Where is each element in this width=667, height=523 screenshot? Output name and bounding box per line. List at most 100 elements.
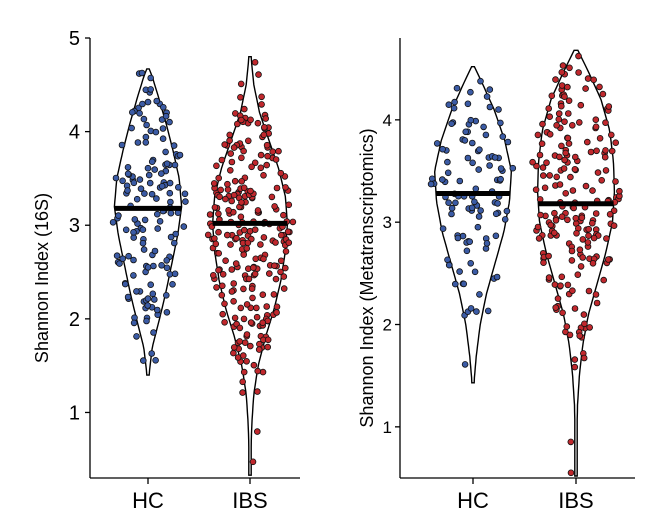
data-point xyxy=(427,180,435,188)
data-point xyxy=(553,122,560,129)
data-point xyxy=(255,346,263,353)
data-point xyxy=(232,260,240,267)
data-point xyxy=(240,315,248,323)
data-point xyxy=(277,268,284,276)
data-point xyxy=(494,200,501,207)
data-point xyxy=(163,264,171,272)
data-point xyxy=(236,338,244,345)
data-point xyxy=(469,159,476,167)
data-point xyxy=(532,186,540,194)
data-point xyxy=(610,222,618,230)
data-point xyxy=(145,171,153,179)
data-point xyxy=(226,137,233,144)
data-point xyxy=(445,199,452,207)
data-point xyxy=(486,86,494,93)
data-point xyxy=(258,101,265,108)
data-point xyxy=(144,264,152,271)
data-point xyxy=(226,131,234,139)
data-point xyxy=(454,234,462,242)
data-point xyxy=(568,257,576,264)
data-point xyxy=(503,207,511,215)
points-ibs xyxy=(529,52,623,477)
data-point xyxy=(230,297,237,305)
data-point xyxy=(221,318,228,326)
data-point xyxy=(269,148,277,156)
data-point xyxy=(582,85,589,92)
data-point xyxy=(456,177,464,185)
data-point xyxy=(250,264,257,272)
data-point xyxy=(589,259,597,267)
data-point xyxy=(534,223,542,231)
data-point xyxy=(225,207,232,214)
data-point xyxy=(566,331,574,339)
data-point xyxy=(166,118,173,126)
data-point xyxy=(577,101,585,109)
data-point xyxy=(228,158,236,166)
data-point xyxy=(277,231,285,239)
data-point xyxy=(219,310,227,318)
data-point xyxy=(254,367,262,375)
data-point xyxy=(561,156,568,164)
data-point xyxy=(610,207,618,215)
data-point xyxy=(175,184,182,191)
data-point xyxy=(144,295,152,302)
data-point xyxy=(228,266,236,273)
y-tick-label: 2 xyxy=(383,315,392,334)
data-point xyxy=(245,137,252,145)
data-point xyxy=(280,211,287,219)
data-point xyxy=(285,201,293,209)
data-point xyxy=(215,250,223,257)
data-point xyxy=(219,282,226,290)
data-point xyxy=(543,159,550,167)
data-point xyxy=(166,179,174,187)
data-point xyxy=(222,257,229,265)
data-point xyxy=(450,104,458,112)
data-point xyxy=(535,235,543,242)
data-point xyxy=(204,231,212,239)
data-point xyxy=(461,361,469,368)
data-point xyxy=(590,234,598,242)
data-point xyxy=(596,83,603,91)
data-point xyxy=(263,161,271,169)
data-point xyxy=(241,339,249,347)
data-point xyxy=(148,190,156,198)
data-point xyxy=(575,119,583,126)
data-point xyxy=(592,123,600,131)
data-point xyxy=(151,296,158,303)
data-point xyxy=(472,185,480,193)
data-point xyxy=(158,261,165,269)
data-point xyxy=(471,268,479,276)
data-point xyxy=(255,71,262,78)
data-point xyxy=(529,158,536,166)
data-point xyxy=(584,75,592,82)
data-point xyxy=(575,69,582,76)
data-point xyxy=(567,469,575,477)
data-point xyxy=(616,187,623,195)
data-point xyxy=(476,291,483,298)
data-point xyxy=(565,97,573,104)
data-point xyxy=(150,329,157,336)
data-point xyxy=(241,105,248,113)
data-point xyxy=(133,195,141,203)
data-point xyxy=(125,252,132,260)
data-point xyxy=(569,287,576,295)
x-tick-label: IBS xyxy=(232,488,267,513)
data-point xyxy=(181,190,189,198)
data-point xyxy=(137,185,145,193)
data-point xyxy=(238,199,245,206)
data-point xyxy=(264,336,272,344)
data-point xyxy=(231,177,239,185)
data-point xyxy=(243,301,251,308)
chart-panel-1: 1 2 3 4 5 Shannon Index (16S) HC IBS xyxy=(32,28,300,513)
data-point xyxy=(448,120,455,127)
data-point xyxy=(247,342,254,350)
data-point xyxy=(456,268,463,275)
data-point xyxy=(564,83,571,91)
data-point xyxy=(253,304,260,312)
data-point xyxy=(243,357,250,365)
data-point xyxy=(589,187,596,194)
data-point xyxy=(273,184,281,192)
data-point xyxy=(260,172,267,179)
data-point xyxy=(602,119,609,126)
